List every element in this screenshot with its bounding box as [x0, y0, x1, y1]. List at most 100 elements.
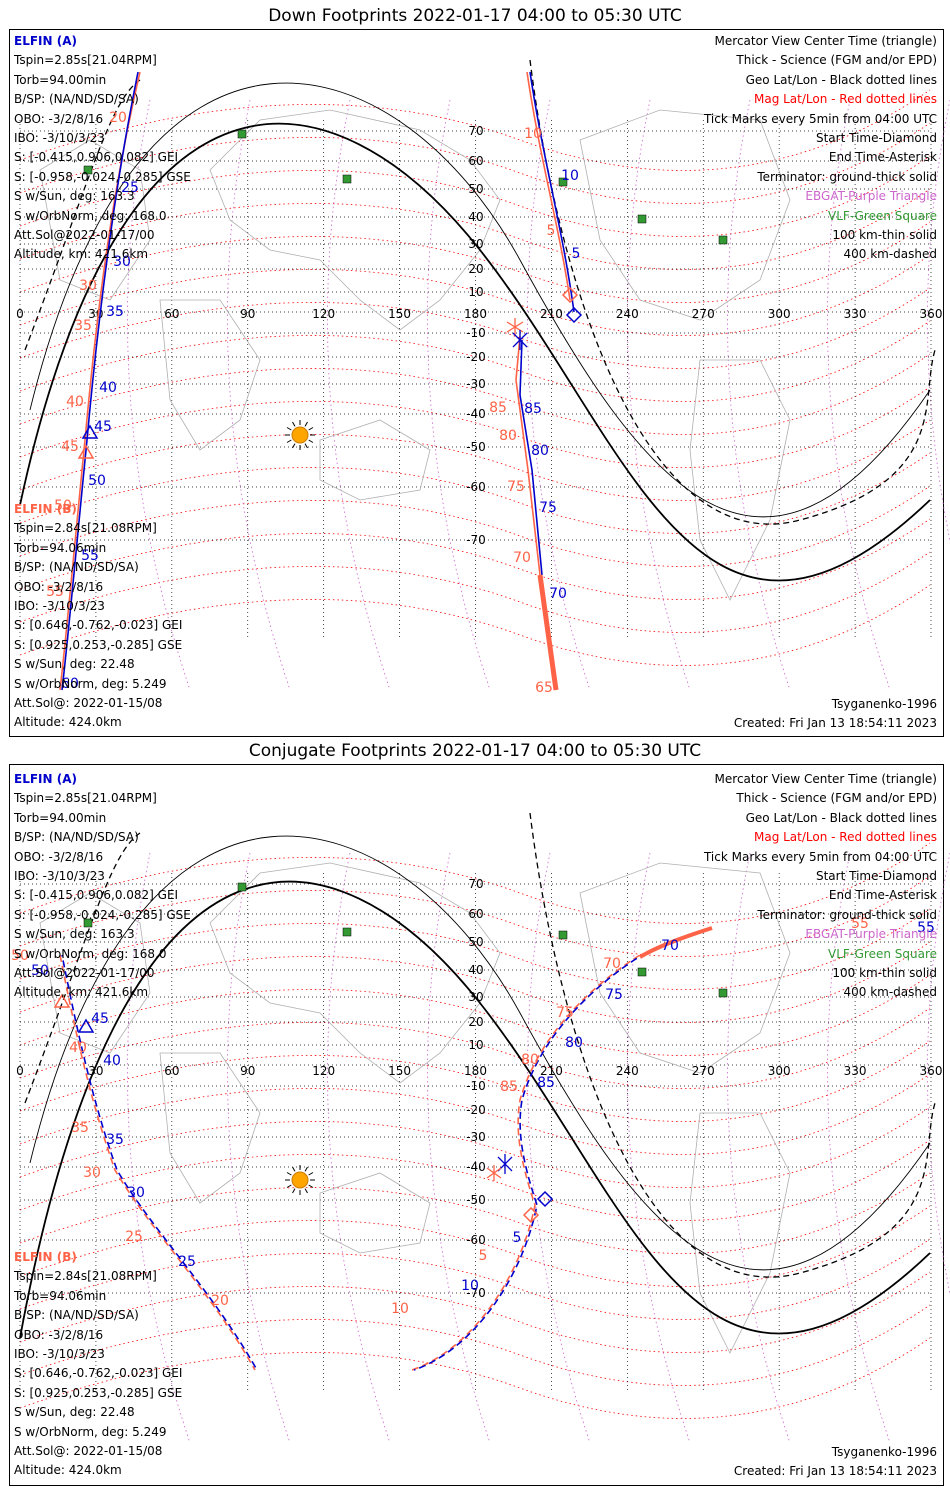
vlf-station-square [558, 177, 568, 187]
elfin-b-heading: ELFIN (B) [14, 1250, 77, 1264]
lat-tick-label: 20 [468, 1015, 483, 1029]
elfin-a-line: Att.Sol@2022-01-17/00 [14, 228, 155, 243]
coastline [39, 139, 151, 301]
elfin-a-start-diamond [536, 1190, 554, 1208]
elfin-a-tick-label: 80 [565, 1035, 583, 1051]
conjugate-footprints-map[interactable]: 0 30 60 90 120 150 180 210 240 270 300 330 360 70 60 50… [0, 750, 950, 1500]
legend-item: Terminator: ground-thick solid [757, 907, 937, 922]
elfin-b-line: OBO: -3/2/8/16 [14, 1327, 104, 1342]
sun-ray [292, 421, 296, 427]
lat-tick-label: -30 [466, 377, 486, 391]
lat-tick-label: 20 [468, 262, 483, 276]
mag-lon-line [227, 99, 291, 691]
elfin-a-heading: ELFIN (A) [14, 772, 77, 786]
elfin-a-line: OBO: -3/2/8/16 [14, 111, 104, 126]
vlf-station-square [718, 235, 728, 245]
lat-tick-label: 40 [468, 963, 483, 977]
lon-tick-label: 360 [920, 1064, 943, 1078]
elfin-a-line: Att.Sol@2022-01-17/00 [14, 966, 155, 981]
elfin-b-end-asterisk [486, 1165, 502, 1181]
coastline [579, 109, 791, 321]
coastline [689, 1112, 791, 1354]
lon-tick-label: 150 [388, 307, 411, 321]
elfin-a-start-diamond [565, 306, 583, 324]
elfin-a-tick-label: 70 [549, 586, 567, 602]
elfin-b-tick-label: 70 [603, 956, 621, 972]
elfin-a-tick-label: 45 [91, 1011, 109, 1027]
elfin-a-line: IBO: -3/10/3/23 [14, 869, 105, 884]
elfin-b-tick-label: 45 [61, 439, 79, 455]
elfin-b-line: Torb=94.06min [14, 1288, 107, 1303]
elfin-a-tick-label: 10 [561, 168, 579, 184]
legend-item: Geo Lat/Lon - Black dotted lines [745, 810, 937, 825]
elfin-b-line: B/SP: (NA/ND/SD/SA) [14, 1308, 139, 1323]
mag-lon-line [327, 99, 391, 691]
legend-item: Thick - Science (FGM and/or EPD) [736, 53, 937, 68]
legend-item: 100 km-thin solid [832, 966, 937, 981]
lat-tick-label: -50 [466, 440, 486, 454]
terminator-400km [24, 812, 936, 1278]
lon-tick-label: 210 [540, 307, 563, 321]
elfin-a-heading: ELFIN (A) [14, 34, 77, 48]
elfin-a-tick-label: 40 [103, 1053, 121, 1069]
elfin-a-end-asterisk [497, 1154, 513, 1174]
elfin-a-tick-label: 55 [81, 548, 99, 564]
elfin-b-tick-label: 50 [11, 948, 29, 964]
elfin-a-tick-label: 35 [106, 304, 124, 320]
elfin-a-track [61, 954, 258, 1371]
elfin-a-line: Altitude, km: 421.6km [14, 247, 149, 262]
elfin-a-line: S w/OrbNorm, deg: 168.0 [14, 946, 167, 961]
sun-ray [308, 1184, 314, 1188]
lat-tick-label: -30 [466, 1130, 486, 1144]
lat-tick-label: -70 [466, 1286, 486, 1300]
elfin-b-tick-label: 50 [54, 498, 72, 514]
elfin-a-line: Torb=94.00min [14, 72, 107, 87]
lon-tick-label: 330 [844, 307, 867, 321]
lon-tick-label: 150 [388, 1064, 411, 1078]
elfin-b-track [411, 954, 641, 1371]
elfin-a-tick-label: 80 [531, 443, 549, 459]
elfin-a-track [529, 71, 575, 313]
map-legend-panel-1: Mercator View Center Time (triangle) Thi… [704, 32, 937, 265]
lat-tick-label: 60 [468, 154, 483, 168]
lon-tick-label: 330 [844, 1064, 867, 1078]
lon-tick-label: 300 [768, 307, 791, 321]
elfin-a-tick-label: 50 [31, 963, 49, 979]
mag-lat-line [19, 386, 931, 468]
coastline [319, 1172, 431, 1254]
vlf-station-square [342, 174, 352, 184]
elfin-a-tick-label: 10 [461, 1278, 479, 1294]
coastline [159, 299, 261, 451]
coastline [39, 892, 151, 1054]
sun-ray [304, 443, 308, 449]
vlf-station-square [637, 967, 647, 977]
elfin-a-tick-label: 75 [605, 987, 623, 1003]
elfin-b-line: Altitude: 424.0km [14, 1463, 122, 1478]
elfin-b-tick-label: 30 [83, 1165, 101, 1181]
model-footer-panel-1: Tsyganenko-1996 Created: Fri Jan 13 18:5… [734, 695, 937, 734]
elfin-b-tick-label: 40 [66, 394, 84, 410]
created-timestamp: Created: Fri Jan 13 18:54:11 2023 [733, 1464, 937, 1479]
elfin-a-line: S: [-0.415,0.906,0.082] GEI [14, 888, 179, 903]
mag-lat-line [19, 1139, 931, 1221]
elfin-b-tick-label: 70 [513, 550, 531, 566]
down-footprints-map[interactable]: 0 30 60 90 120 150 180 210 240 270 300 330 360 70 60 50… [0, 0, 950, 750]
lat-tick-label: 70 [468, 124, 483, 138]
sun-icon [291, 1171, 309, 1189]
elfin-b-line: B/SP: (NA/ND/SD/SA) [14, 560, 139, 575]
lon-tick-label: 90 [240, 1064, 255, 1078]
elfin-a-tick-label: 30 [127, 1185, 145, 1201]
elfin-b-tick-label: 80 [521, 1052, 539, 1068]
coastline [159, 1052, 261, 1204]
coastline [209, 862, 501, 1084]
elfin-b-tick-label: 10 [391, 1301, 409, 1317]
elfin-b-line: S: [0.925,0.253,-0.285] GSE [14, 1385, 183, 1400]
elfin-b-tick-label: 75 [507, 479, 525, 495]
coastline [319, 419, 431, 501]
mag-lon-line [627, 852, 691, 1444]
legend-item: VLF-Green Square [828, 946, 937, 961]
legend-item: Tick Marks every 5min from 04:00 UTC [703, 111, 937, 126]
elfin-b-tick-label: 85 [500, 1079, 518, 1095]
lat-tick-label: -50 [466, 1193, 486, 1207]
legend-item: Geo Lat/Lon - Black dotted lines [745, 72, 937, 87]
